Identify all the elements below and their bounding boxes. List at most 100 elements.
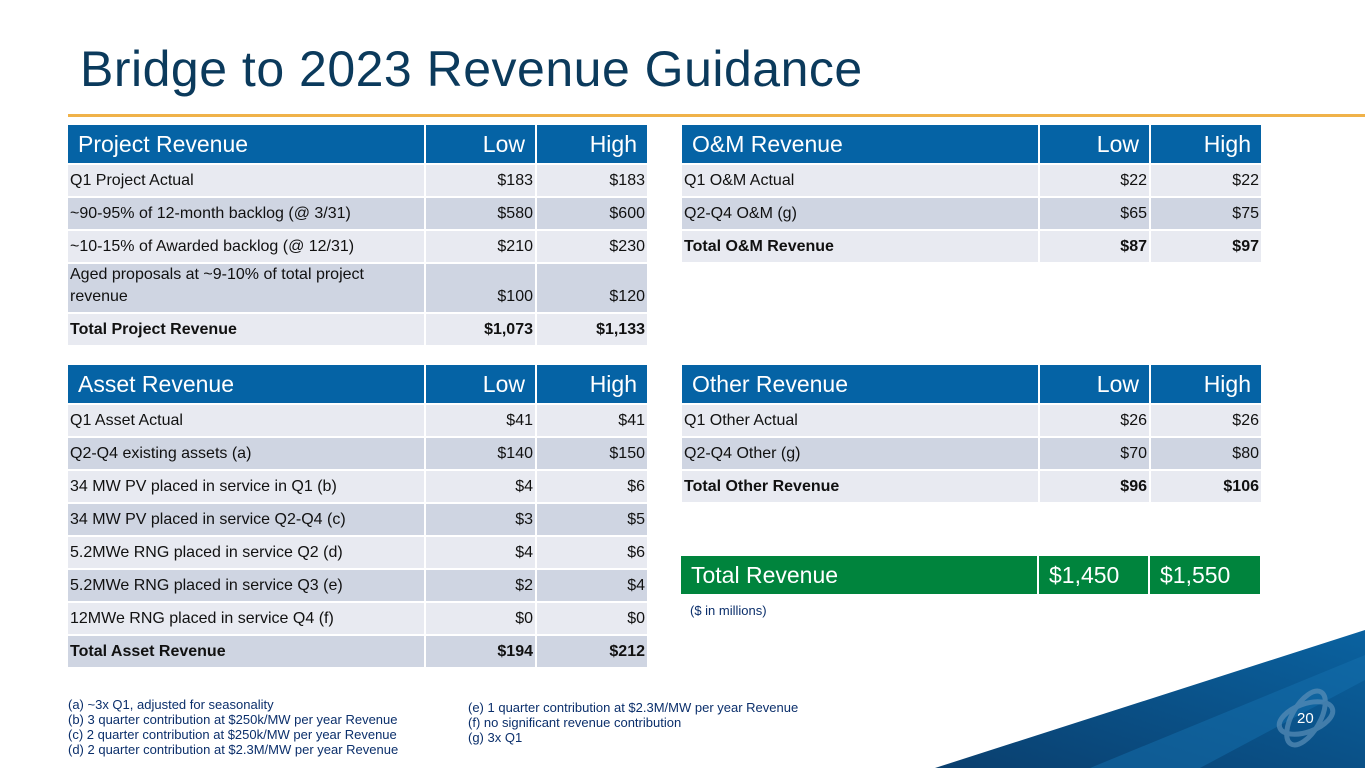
high-value: $4	[537, 570, 647, 601]
row-label: Aged proposals at ~9-10% of total projec…	[68, 264, 424, 312]
footnotes-right: (e) 1 quarter contribution at $2.3M/MW p…	[468, 700, 798, 745]
row-label: 34 MW PV placed in service Q2-Q4 (c)	[68, 504, 424, 535]
high-value: $22	[1151, 165, 1261, 196]
low-value: $0	[426, 603, 535, 634]
high-value: $120	[537, 264, 647, 312]
high-value: $0	[537, 603, 647, 634]
high-value: $5	[537, 504, 647, 535]
units-note: ($ in millions)	[690, 603, 767, 618]
column-header: High	[1151, 365, 1261, 403]
asset-revenue-table: Asset Revenue Low High Q1 Asset Actual $41 $4…	[66, 363, 649, 669]
row-label: 5.2MWe RNG placed in service Q3 (e)	[68, 570, 424, 601]
low-value: $2	[426, 570, 535, 601]
total-revenue-bar: Total Revenue $1,450 $1,550	[681, 556, 1262, 594]
row-label: 34 MW PV placed in service in Q1 (b)	[68, 471, 424, 502]
footnote: (a) ~3x Q1, adjusted for seasonality	[68, 697, 274, 712]
footnote: (c) 2 quarter contribution at $250k/MW p…	[68, 727, 397, 742]
row-label: ~90-95% of 12-month backlog (@ 3/31)	[68, 198, 424, 229]
column-header: High	[1151, 125, 1261, 163]
high-value: $106	[1151, 471, 1261, 502]
table-row: 5.2MWe RNG placed in service Q3 (e) $2 $4	[68, 570, 647, 601]
row-label: ~10-15% of Awarded backlog (@ 12/31)	[68, 231, 424, 262]
total-revenue-low: $1,450	[1039, 556, 1148, 594]
table-row: 5.2MWe RNG placed in service Q2 (d) $4 $6	[68, 537, 647, 568]
row-label: Total Asset Revenue	[68, 636, 424, 667]
footnote: (g) 3x Q1	[468, 730, 523, 745]
table-row: Q1 Asset Actual $41 $41	[68, 405, 647, 436]
page-title: Bridge to 2023 Revenue Guidance	[80, 41, 863, 97]
table-row: Q2-Q4 existing assets (a) $140 $150	[68, 438, 647, 469]
low-value: $1,073	[426, 314, 535, 345]
low-value: $65	[1040, 198, 1149, 229]
row-label: Q1 O&M Actual	[682, 165, 1038, 196]
row-label: Q1 Other Actual	[682, 405, 1038, 436]
low-value: $183	[426, 165, 535, 196]
table-row: Q1 O&M Actual $22 $22	[682, 165, 1261, 196]
column-header: Other Revenue	[682, 365, 1038, 403]
high-value: $80	[1151, 438, 1261, 469]
low-value: $96	[1040, 471, 1149, 502]
low-value: $210	[426, 231, 535, 262]
column-header: O&M Revenue	[682, 125, 1038, 163]
total-revenue-high: $1,550	[1150, 556, 1260, 594]
high-value: $183	[537, 165, 647, 196]
column-header: Low	[1040, 125, 1149, 163]
table-row: 12MWe RNG placed in service Q4 (f) $0 $0	[68, 603, 647, 634]
table-row: ~90-95% of 12-month backlog (@ 3/31) $580…	[68, 198, 647, 229]
column-header: Low	[1040, 365, 1149, 403]
table-header-row: O&M Revenue Low High	[682, 125, 1261, 163]
total-row: Total Other Revenue $96 $106	[682, 471, 1261, 502]
table-header-row: Project Revenue Low High	[68, 125, 647, 163]
low-value: $70	[1040, 438, 1149, 469]
column-header: High	[537, 125, 647, 163]
total-row: Total O&M Revenue $87 $97	[682, 231, 1261, 262]
column-header: High	[537, 365, 647, 403]
row-label: Q1 Project Actual	[68, 165, 424, 196]
low-value: $22	[1040, 165, 1149, 196]
row-label: 12MWe RNG placed in service Q4 (f)	[68, 603, 424, 634]
footnote: (f) no significant revenue contribution	[468, 715, 682, 730]
footnote: (d) 2 quarter contribution at $2.3M/MW p…	[68, 742, 399, 757]
low-value: $194	[426, 636, 535, 667]
high-value: $600	[537, 198, 647, 229]
page-number: 20	[1297, 710, 1314, 727]
table-row: 34 MW PV placed in service Q2-Q4 (c) $3 $5	[68, 504, 647, 535]
high-value: $26	[1151, 405, 1261, 436]
row-label: Q2-Q4 O&M (g)	[682, 198, 1038, 229]
footnotes-left: (a) ~3x Q1, adjusted for seasonality (b)…	[68, 697, 398, 757]
row-label: Q2-Q4 existing assets (a)	[68, 438, 424, 469]
row-label: Total Other Revenue	[682, 471, 1038, 502]
high-value: $41	[537, 405, 647, 436]
table-row: Aged proposals at ~9-10% of total projec…	[68, 264, 647, 312]
table-row: 34 MW PV placed in service in Q1 (b) $4 $6	[68, 471, 647, 502]
row-label: Total Project Revenue	[68, 314, 424, 345]
column-header: Asset Revenue	[68, 365, 424, 403]
other-revenue-table: Other Revenue Low High Q1 Other Actual $26 $2…	[680, 363, 1263, 504]
total-row: Total Asset Revenue $194 $212	[68, 636, 647, 667]
low-value: $580	[426, 198, 535, 229]
low-value: $87	[1040, 231, 1149, 262]
total-revenue-label: Total Revenue	[681, 556, 1037, 594]
row-label: Total O&M Revenue	[682, 231, 1038, 262]
table-row: ~10-15% of Awarded backlog (@ 12/31) $210…	[68, 231, 647, 262]
project-revenue-table: Project Revenue Low High Q1 Project Actual $…	[66, 123, 649, 347]
footnote: (e) 1 quarter contribution at $2.3M/MW p…	[468, 700, 799, 715]
column-header: Low	[426, 365, 535, 403]
table-row: Q1 Other Actual $26 $26	[682, 405, 1261, 436]
column-header: Low	[426, 125, 535, 163]
low-value: $100	[426, 264, 535, 312]
row-label: 5.2MWe RNG placed in service Q2 (d)	[68, 537, 424, 568]
row-label: Q2-Q4 Other (g)	[682, 438, 1038, 469]
title-divider	[68, 114, 1365, 117]
high-value: $6	[537, 537, 647, 568]
low-value: $140	[426, 438, 535, 469]
table-header-row: Asset Revenue Low High	[68, 365, 647, 403]
table-row: Q2-Q4 O&M (g) $65 $75	[682, 198, 1261, 229]
table-row: Q2-Q4 Other (g) $70 $80	[682, 438, 1261, 469]
table-row: Q1 Project Actual $183 $183	[68, 165, 647, 196]
low-value: $3	[426, 504, 535, 535]
high-value: $97	[1151, 231, 1261, 262]
high-value: $150	[537, 438, 647, 469]
table-header-row: Other Revenue Low High	[682, 365, 1261, 403]
